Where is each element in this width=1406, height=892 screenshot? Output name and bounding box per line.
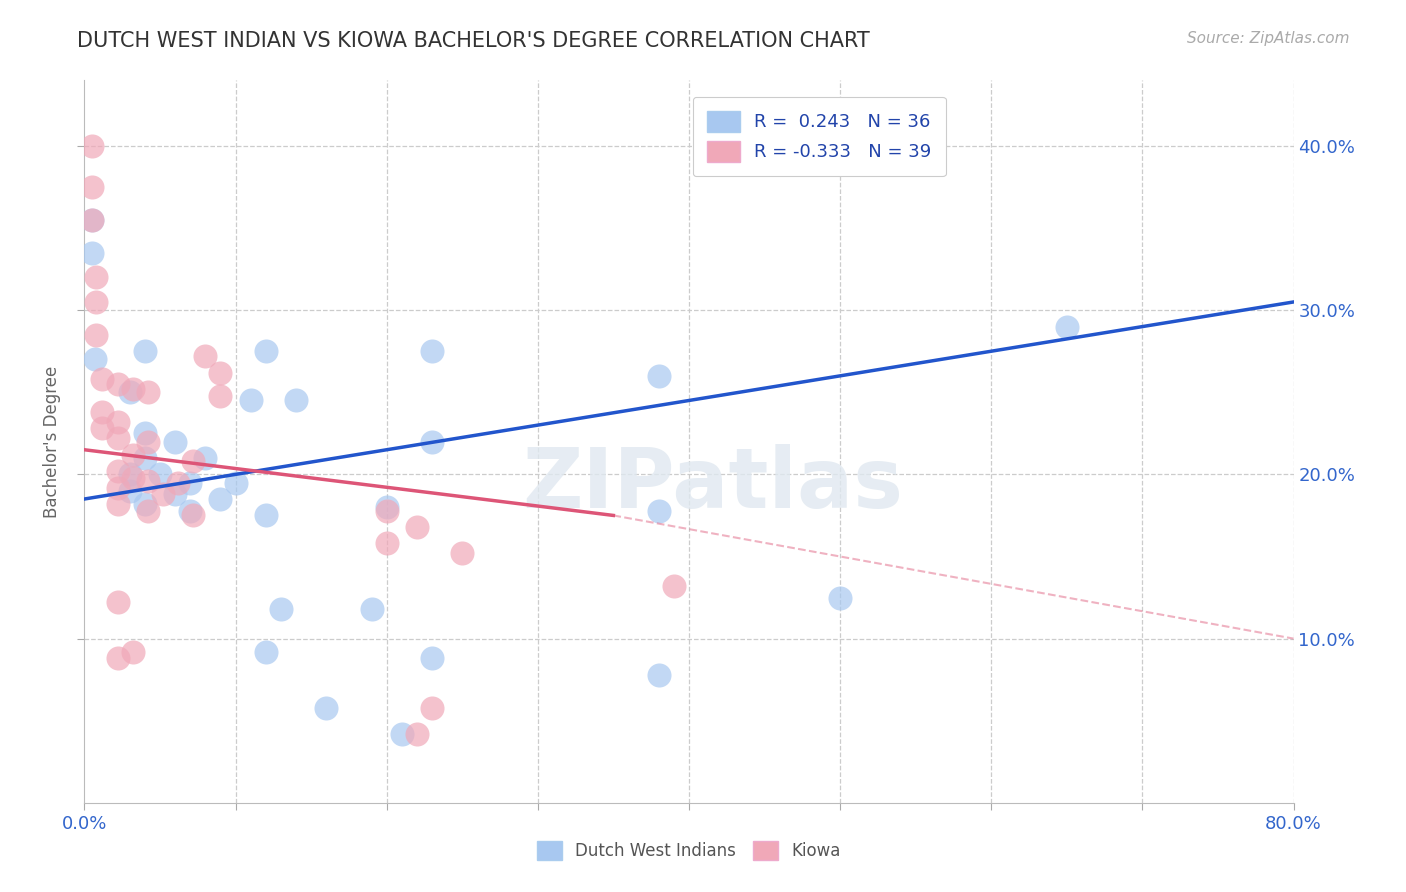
Point bbox=[118, 467, 141, 482]
Point bbox=[107, 481, 129, 495]
Point bbox=[107, 651, 129, 665]
Legend: Dutch West Indians, Kiowa: Dutch West Indians, Kiowa bbox=[530, 835, 848, 867]
Point bbox=[121, 382, 143, 396]
Point bbox=[254, 344, 277, 359]
Point bbox=[179, 475, 201, 490]
Point bbox=[179, 503, 201, 517]
Point bbox=[121, 470, 143, 484]
Point bbox=[136, 385, 159, 400]
Point bbox=[149, 467, 172, 482]
Point bbox=[420, 434, 443, 449]
Point bbox=[80, 212, 103, 227]
Point bbox=[315, 700, 337, 714]
Point bbox=[107, 464, 129, 478]
Y-axis label: Bachelor's Degree: Bachelor's Degree bbox=[44, 366, 62, 517]
Point bbox=[406, 520, 429, 534]
Point bbox=[648, 368, 671, 383]
Point bbox=[194, 349, 217, 363]
Text: Source: ZipAtlas.com: Source: ZipAtlas.com bbox=[1187, 31, 1350, 46]
Point bbox=[239, 393, 262, 408]
Point bbox=[136, 503, 159, 517]
Point bbox=[118, 483, 141, 498]
Point bbox=[420, 344, 443, 359]
Point bbox=[181, 508, 204, 523]
Point bbox=[1056, 319, 1078, 334]
Point bbox=[254, 645, 277, 659]
Point bbox=[420, 700, 443, 714]
Point bbox=[360, 602, 382, 616]
Point bbox=[167, 475, 190, 490]
Point bbox=[648, 667, 671, 681]
Point bbox=[194, 450, 217, 465]
Point bbox=[80, 212, 103, 227]
Point bbox=[80, 180, 103, 194]
Point bbox=[86, 270, 108, 285]
Point bbox=[84, 352, 107, 367]
Point bbox=[451, 546, 474, 560]
Point bbox=[91, 405, 114, 419]
Point bbox=[270, 602, 292, 616]
Point bbox=[107, 497, 129, 511]
Point bbox=[118, 385, 141, 400]
Point bbox=[134, 344, 156, 359]
Point bbox=[165, 434, 187, 449]
Point bbox=[225, 475, 247, 490]
Point bbox=[181, 454, 204, 468]
Text: ZIPatlas: ZIPatlas bbox=[523, 444, 904, 525]
Point bbox=[209, 388, 232, 402]
Point bbox=[107, 415, 129, 429]
Point bbox=[80, 245, 103, 260]
Point bbox=[136, 434, 159, 449]
Point bbox=[648, 503, 671, 517]
Point bbox=[375, 503, 398, 517]
Point bbox=[209, 366, 232, 380]
Point bbox=[80, 139, 103, 153]
Point bbox=[254, 508, 277, 523]
Point bbox=[375, 536, 398, 550]
Point bbox=[91, 372, 114, 386]
Point bbox=[830, 591, 852, 605]
Point bbox=[134, 426, 156, 441]
Point bbox=[107, 431, 129, 445]
Point bbox=[91, 421, 114, 435]
Point bbox=[375, 500, 398, 515]
Point bbox=[391, 727, 413, 741]
Point bbox=[152, 487, 174, 501]
Point bbox=[165, 487, 187, 501]
Point bbox=[420, 651, 443, 665]
Point bbox=[406, 727, 429, 741]
Text: DUTCH WEST INDIAN VS KIOWA BACHELOR'S DEGREE CORRELATION CHART: DUTCH WEST INDIAN VS KIOWA BACHELOR'S DE… bbox=[77, 31, 870, 51]
Point bbox=[662, 579, 685, 593]
Point bbox=[209, 491, 232, 506]
Point bbox=[285, 393, 308, 408]
Point bbox=[121, 448, 143, 462]
Point bbox=[134, 497, 156, 511]
Point bbox=[107, 595, 129, 609]
Point bbox=[86, 295, 108, 310]
Point bbox=[107, 377, 129, 392]
Point bbox=[136, 474, 159, 488]
Point bbox=[86, 327, 108, 342]
Point bbox=[121, 645, 143, 659]
Point bbox=[134, 450, 156, 465]
